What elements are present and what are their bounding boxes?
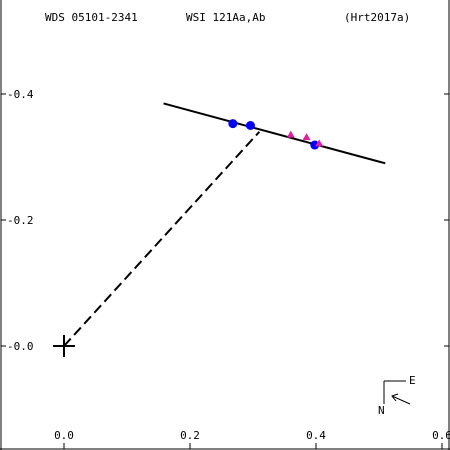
- y-tick-label: -0.4: [7, 88, 34, 101]
- measurement-point-triangle: [315, 139, 324, 147]
- measurement-point-circle: [228, 119, 238, 129]
- compass-north-label: N: [378, 404, 385, 417]
- x-tick-label: 0.0: [54, 429, 74, 442]
- measurement-point-triangle: [302, 133, 311, 141]
- dashed-separation-line: [63, 131, 261, 347]
- axis-ticks: 0.0 0.2 0.4 0.6 -0.0 -0.2 -0.4: [1, 88, 450, 449]
- data-marks: [228, 119, 324, 150]
- y-tick-label: -0.0: [7, 340, 34, 353]
- plot-lines: [53, 102, 386, 357]
- x-tick-label: 0.4: [306, 429, 326, 442]
- wds-label: WDS 05101-2341: [45, 11, 138, 24]
- x-tick-label: 0.6: [432, 429, 450, 442]
- measurement-point-circle: [310, 140, 320, 150]
- motion-arrow-head: [391, 393, 399, 402]
- discoverer-label: WSI 121Aa,Ab: [186, 11, 265, 24]
- reference-label: (Hrt2017a): [344, 11, 410, 24]
- orbit-line: [163, 102, 386, 165]
- y-tick-label: -0.2: [7, 214, 34, 227]
- measurement-point-circle: [245, 121, 255, 130]
- x-tick-label: 0.2: [180, 429, 200, 442]
- compass-east-label: E: [409, 374, 416, 387]
- motion-arrow-shaft: [391, 395, 411, 405]
- compass: E N: [378, 374, 416, 417]
- measurement-point-triangle: [286, 130, 295, 138]
